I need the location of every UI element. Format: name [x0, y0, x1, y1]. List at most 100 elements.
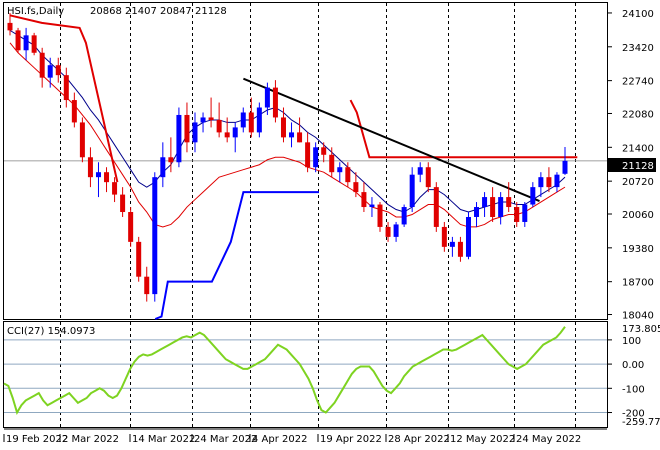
candle [337, 162, 343, 183]
candle [369, 197, 375, 217]
candle [95, 162, 101, 198]
candle [506, 182, 512, 213]
candle [87, 147, 93, 188]
candle [353, 172, 359, 198]
candle [377, 202, 383, 232]
moving-average-blue [9, 29, 566, 213]
candle [104, 167, 110, 193]
candle [514, 202, 520, 227]
price-axis-label: 23420 [622, 43, 654, 54]
price-axis-label: 19380 [622, 244, 654, 255]
candle [482, 192, 488, 217]
trendline [243, 77, 540, 202]
candle [264, 82, 270, 115]
candle [63, 67, 69, 108]
candle [465, 212, 471, 260]
moving-average-red [9, 42, 566, 228]
candle [208, 97, 214, 128]
candle [232, 122, 238, 153]
candle [562, 146, 568, 175]
price-axis-label: 18700 [622, 278, 654, 289]
price-axis-label: 21400 [622, 143, 654, 154]
candle [136, 236, 142, 282]
candle [280, 107, 286, 143]
candle [417, 162, 423, 183]
candle [425, 162, 431, 193]
candle [449, 236, 455, 257]
candle [361, 182, 367, 213]
candle [71, 92, 77, 128]
candle [321, 142, 327, 163]
x-axis-label: 2 Mar 2022 [62, 434, 119, 445]
candle [144, 266, 150, 302]
candle [128, 207, 134, 247]
price-axis-label: 24100 [622, 9, 654, 20]
candle [401, 204, 407, 227]
candle [47, 57, 53, 88]
candle [538, 172, 544, 198]
candle [490, 187, 496, 222]
price-panel-frame [3, 2, 608, 320]
cci-series [3, 326, 607, 415]
candle [23, 27, 29, 61]
cci-title: CCI(27) 154.0973 [7, 326, 95, 337]
candle [15, 27, 21, 53]
candle [297, 117, 303, 143]
candle [184, 102, 190, 153]
candle [554, 172, 560, 193]
x-axis-label: 19 Feb 2022 [6, 434, 68, 445]
x-axis-label: 4 Apr 2022 [252, 434, 307, 445]
candle [256, 102, 262, 138]
price-series [4, 12, 607, 320]
resistance-step-line [349, 99, 578, 159]
candle [248, 97, 254, 138]
candle [289, 122, 295, 148]
candle [216, 102, 222, 138]
candle [120, 187, 126, 217]
candle [546, 167, 552, 193]
candle [192, 112, 198, 153]
price-axis-label: 20720 [622, 177, 654, 188]
x-axis-label: 14 Mar 2022 [132, 434, 195, 445]
candle [393, 221, 399, 242]
cci-line [3, 326, 566, 415]
candle [176, 107, 182, 168]
candle [345, 162, 351, 188]
x-axis-label: 19 Apr 2022 [320, 434, 382, 445]
x-axis-label: 24 May 2022 [516, 434, 581, 445]
cci-axis-label: -100 [622, 384, 645, 395]
x-axis-label: 28 Apr 2022 [388, 434, 450, 445]
candle [498, 192, 504, 225]
candle [313, 142, 319, 173]
cci-panel-frame [3, 321, 608, 428]
candle [329, 147, 335, 178]
current-price-label: 21128 [622, 161, 654, 172]
candle [441, 221, 447, 252]
candle [457, 236, 463, 262]
cci-axis-label: -200 [622, 409, 645, 420]
candle [168, 137, 174, 173]
candle [39, 47, 45, 88]
candle [7, 12, 13, 36]
cci-top-value: 173.8057 [622, 324, 660, 335]
candle [474, 202, 480, 227]
candle [385, 221, 391, 242]
candle [409, 167, 415, 213]
candle [31, 32, 37, 56]
candle [160, 142, 166, 188]
candle [55, 57, 61, 83]
price-axis-label: 22740 [622, 77, 654, 88]
x-axis-label: 12 May 2022 [450, 434, 515, 445]
candle [200, 112, 206, 133]
candle [530, 182, 536, 208]
cci-bottom-value: -259.778 [622, 417, 660, 428]
candle [152, 172, 158, 302]
price-axis-label: 20060 [622, 210, 654, 221]
ohlc-label: 20868 21407 20847 21128 [90, 6, 227, 17]
candle [433, 182, 439, 232]
candle [305, 132, 311, 173]
cci-axis-label: 0.00 [622, 360, 644, 371]
resistance-step-line [10, 14, 119, 183]
candle [272, 80, 278, 123]
